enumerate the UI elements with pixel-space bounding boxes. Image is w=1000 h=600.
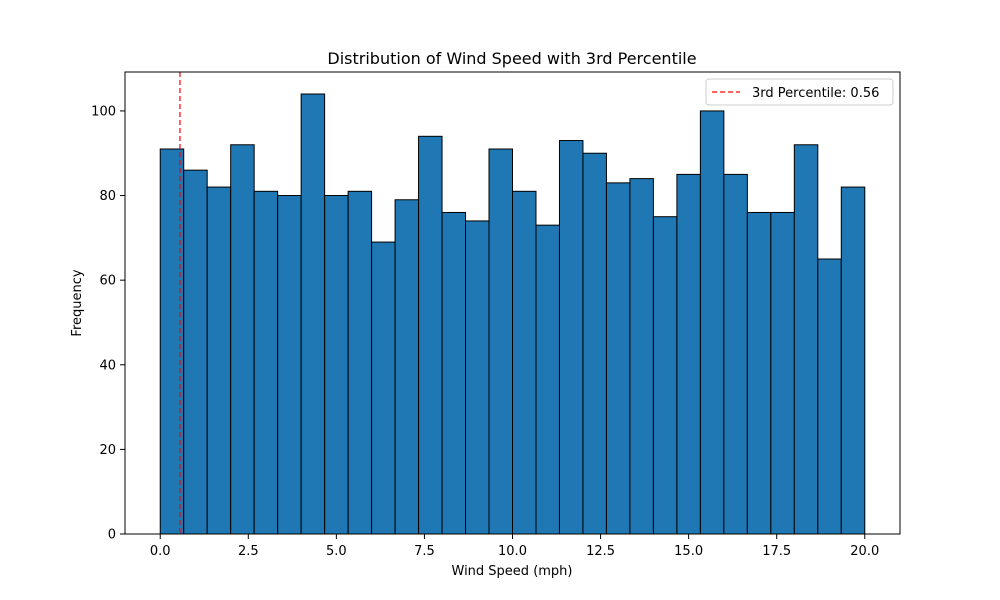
histogram-bar xyxy=(253,190,279,535)
x-tick-label: 10.0 xyxy=(498,544,527,559)
x-tick-label: 2.5 xyxy=(238,544,259,559)
legend-box xyxy=(705,78,894,106)
histogram-bar xyxy=(582,152,607,535)
histogram-bar xyxy=(817,258,842,535)
histogram-bar xyxy=(300,93,326,535)
histogram-bar xyxy=(652,216,678,535)
histogram-bar xyxy=(183,169,208,535)
histogram-bar xyxy=(206,186,232,535)
y-tick-label: 0 xyxy=(108,528,116,543)
y-tick-label: 20 xyxy=(99,443,116,458)
histogram-bar xyxy=(394,199,420,535)
x-tick-label: 12.5 xyxy=(586,544,615,559)
y-tick-label: 80 xyxy=(99,189,116,204)
x-axis-ticks: 0.0 2.5 5.0 7.5 10.0 12.5 15.0 17.5 20.0 xyxy=(150,534,879,559)
y-tick-label: 60 xyxy=(99,274,116,289)
histogram-bar xyxy=(371,241,396,535)
histogram-bar xyxy=(770,211,795,535)
histogram-bar xyxy=(512,190,537,535)
legend: 3rd Percentile: 0.56 xyxy=(705,78,894,106)
chart-title: Distribution of Wind Speed with 3rd Perc… xyxy=(327,49,696,68)
histogram-bar xyxy=(418,135,443,535)
histogram-bar xyxy=(488,148,513,535)
x-axis-label: Wind Speed (mph) xyxy=(452,564,573,579)
y-tick-label: 40 xyxy=(99,358,116,373)
histogram-bar xyxy=(699,110,725,535)
histogram-bar xyxy=(840,186,866,535)
x-tick-label: 5.0 xyxy=(326,544,347,559)
histogram-bar xyxy=(746,211,772,535)
y-tick-label: 100 xyxy=(91,104,116,119)
x-tick-label: 20.0 xyxy=(850,544,879,559)
y-axis-ticks: 0 20 40 60 80 100 xyxy=(91,104,125,543)
histogram-bar xyxy=(605,182,631,535)
histogram-bar xyxy=(793,144,819,535)
histogram-bar xyxy=(723,173,748,535)
y-axis-label: Frequency xyxy=(70,269,85,336)
x-tick-label: 0.0 xyxy=(150,544,171,559)
x-tick-label: 15.0 xyxy=(674,544,703,559)
histogram-bar xyxy=(629,178,654,535)
histogram-bar xyxy=(347,190,373,535)
histogram-bar xyxy=(558,140,584,535)
legend-entry-label: 3rd Percentile: 0.56 xyxy=(752,86,879,101)
histogram-bars xyxy=(159,93,866,535)
histogram-bar xyxy=(676,173,701,535)
histogram-bar xyxy=(465,220,490,535)
histogram-bar xyxy=(277,195,302,535)
histogram-bar xyxy=(230,144,255,535)
histogram-bar xyxy=(324,195,349,535)
histogram-bar xyxy=(441,211,467,535)
x-tick-label: 17.5 xyxy=(762,544,791,559)
histogram-bar xyxy=(535,224,560,535)
x-tick-label: 7.5 xyxy=(414,544,435,559)
